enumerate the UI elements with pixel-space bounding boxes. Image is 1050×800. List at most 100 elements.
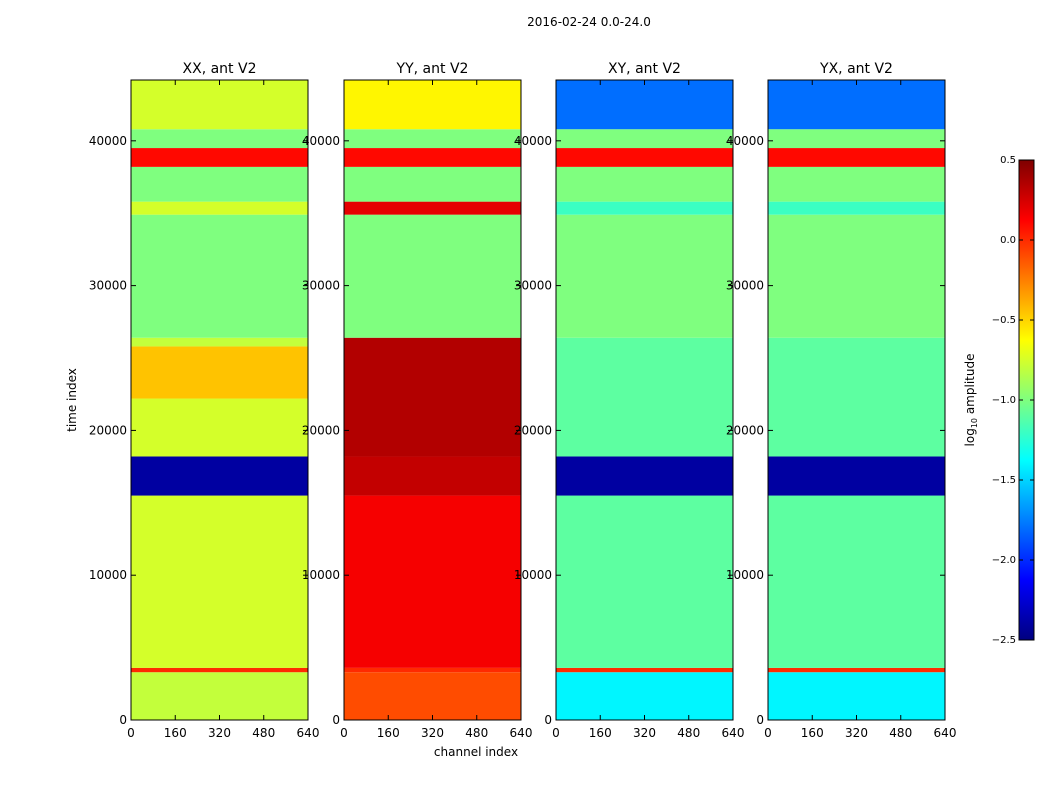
y-tick-label: 20000 bbox=[514, 423, 552, 437]
panel-title: XY, ant V2 bbox=[608, 61, 681, 77]
y-tick-label: 20000 bbox=[89, 423, 127, 437]
x-tick-label: 0 bbox=[127, 726, 135, 740]
colorbar-tick-label: −2.5 bbox=[992, 635, 1016, 646]
heatmap-band bbox=[556, 214, 733, 338]
panel-2: YY, ant V2 0 160 320 480 640 0 10000 20000 30000 4… bbox=[302, 61, 533, 740]
x-tick-label: 480 bbox=[252, 726, 275, 740]
heatmap-band bbox=[768, 129, 945, 149]
heatmap-band bbox=[131, 398, 308, 457]
x-tick-label: 320 bbox=[208, 726, 231, 740]
x-tick-label: 320 bbox=[421, 726, 444, 740]
x-tick-label: 320 bbox=[845, 726, 868, 740]
y-tick-label: 10000 bbox=[302, 568, 340, 582]
heatmap-band bbox=[344, 148, 521, 167]
y-tick-label: 20000 bbox=[302, 423, 340, 437]
heatmap-band bbox=[344, 214, 521, 338]
heatmap-band bbox=[768, 201, 945, 215]
heatmap-band bbox=[344, 166, 521, 202]
y-tick-label: 0 bbox=[332, 713, 340, 727]
heatmap-band bbox=[556, 495, 733, 668]
x-tick-label: 160 bbox=[801, 726, 824, 740]
colorbar-label: log10 amplitude bbox=[963, 354, 979, 447]
heatmap-band bbox=[131, 129, 308, 149]
x-tick-label: 640 bbox=[297, 726, 320, 740]
figure-suptitle: 2016-02-24 0.0-24.0 bbox=[527, 15, 651, 29]
colorbar-label-subscript: 10 bbox=[970, 418, 979, 428]
y-tick-label: 30000 bbox=[514, 279, 552, 293]
heatmap-band bbox=[768, 456, 945, 496]
y-tick-label: 0 bbox=[756, 713, 764, 727]
y-tick-label: 10000 bbox=[89, 568, 127, 582]
x-tick-label: 160 bbox=[164, 726, 187, 740]
panel-title: YY, ant V2 bbox=[396, 61, 469, 77]
colorbar-tick-label: 0.0 bbox=[1000, 235, 1016, 246]
y-tick-label: 40000 bbox=[726, 134, 764, 148]
x-tick-label: 0 bbox=[764, 726, 772, 740]
x-tick-label: 640 bbox=[722, 726, 745, 740]
y-tick-label: 10000 bbox=[726, 568, 764, 582]
colorbar-tick-label: −2.0 bbox=[992, 555, 1016, 566]
heatmap-band bbox=[556, 80, 733, 130]
heatmap-band bbox=[131, 456, 308, 496]
panel-1: XX, ant V2 0 160 320 480 640 0 10000 20000 30000 4… bbox=[89, 61, 320, 740]
colorbar-tick-label: 0.5 bbox=[1000, 155, 1016, 166]
heatmap-band bbox=[556, 672, 733, 720]
y-tick-label: 30000 bbox=[89, 279, 127, 293]
heatmap-band bbox=[131, 667, 308, 673]
heatmap-band bbox=[344, 201, 521, 215]
y-tick-label: 10000 bbox=[514, 568, 552, 582]
heatmap-band bbox=[556, 201, 733, 215]
x-axis-label: channel index bbox=[434, 745, 518, 759]
heatmap-band bbox=[768, 337, 945, 457]
heatmap-band bbox=[556, 129, 733, 149]
panel-4: YX, ant V2 0 160 320 480 640 0 10000 20000 30000 4… bbox=[726, 61, 957, 740]
colorbar-tick-label: −1.5 bbox=[992, 475, 1016, 486]
y-tick-label: 30000 bbox=[726, 279, 764, 293]
y-tick-label: 0 bbox=[119, 713, 127, 727]
panel-title: XX, ant V2 bbox=[183, 61, 257, 77]
heatmap-band bbox=[131, 337, 308, 347]
colorbar-tick-label: −0.5 bbox=[992, 315, 1016, 326]
heatmap-band bbox=[556, 148, 733, 167]
y-tick-label: 20000 bbox=[726, 423, 764, 437]
x-tick-label: 160 bbox=[589, 726, 612, 740]
heatmap-band bbox=[344, 667, 521, 673]
heatmap-band bbox=[556, 166, 733, 202]
y-tick-label: 40000 bbox=[514, 134, 552, 148]
x-tick-label: 480 bbox=[677, 726, 700, 740]
colorbar-label-prefix: log bbox=[963, 428, 977, 446]
y-axis-label: time index bbox=[65, 368, 79, 432]
x-tick-label: 480 bbox=[465, 726, 488, 740]
x-tick-label: 320 bbox=[633, 726, 656, 740]
x-tick-label: 640 bbox=[934, 726, 957, 740]
x-tick-label: 0 bbox=[552, 726, 560, 740]
heatmap-band bbox=[344, 337, 521, 457]
x-tick-label: 480 bbox=[889, 726, 912, 740]
heatmap-band bbox=[344, 80, 521, 130]
heatmap-band bbox=[556, 667, 733, 673]
panel-3: XY, ant V2 0 160 320 480 640 0 10000 20000 30000 4… bbox=[514, 61, 745, 740]
heatmap-band bbox=[344, 495, 521, 668]
y-tick-label: 40000 bbox=[302, 134, 340, 148]
x-tick-label: 0 bbox=[340, 726, 348, 740]
heatmap-band bbox=[131, 201, 308, 215]
heatmap-band bbox=[768, 672, 945, 720]
x-tick-label: 160 bbox=[377, 726, 400, 740]
heatmap-band bbox=[768, 495, 945, 668]
heatmap-band bbox=[344, 129, 521, 149]
y-tick-label: 30000 bbox=[302, 279, 340, 293]
panel-title: YX, ant V2 bbox=[819, 61, 893, 77]
heatmap-band bbox=[344, 672, 521, 720]
heatmap-band bbox=[131, 166, 308, 202]
heatmap-band bbox=[131, 346, 308, 399]
y-tick-label: 40000 bbox=[89, 134, 127, 148]
heatmap-band bbox=[768, 148, 945, 167]
heatmap-band bbox=[556, 456, 733, 496]
heatmap-band bbox=[131, 80, 308, 130]
heatmap-band bbox=[344, 456, 521, 496]
heatmap-band bbox=[768, 166, 945, 202]
colorbar: 0.5 0.0 −0.5 −1.0 −1.5 −2.0 −2.5 log10 amplitud… bbox=[963, 155, 1035, 646]
heatmap-band bbox=[131, 214, 308, 338]
colorbar-label-suffix: amplitude bbox=[963, 354, 977, 418]
